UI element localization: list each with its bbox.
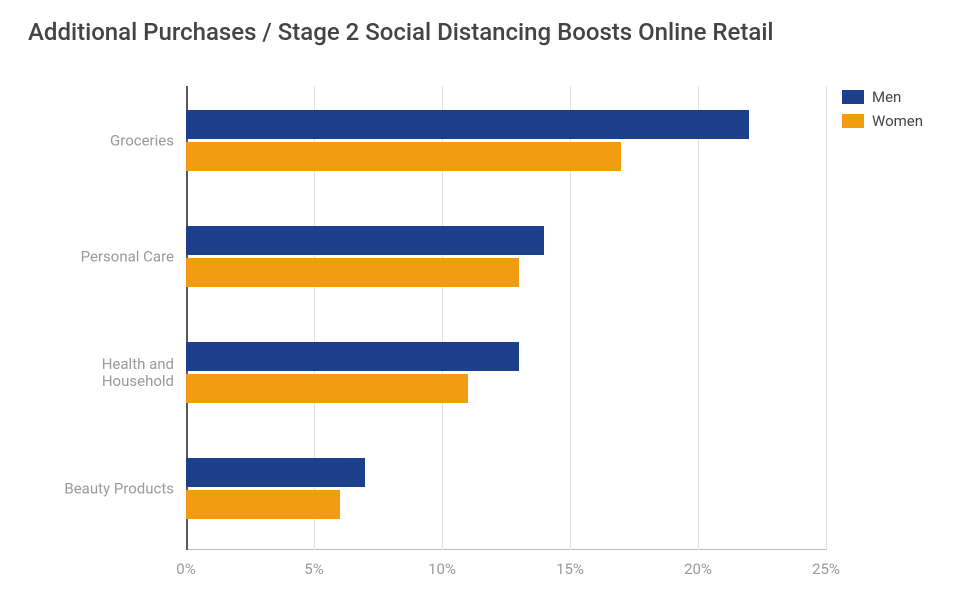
bar-women: [186, 258, 519, 287]
legend-label: Women: [872, 112, 923, 130]
bar-men: [186, 110, 749, 139]
gridline: [698, 86, 699, 550]
category-label: Personal Care: [81, 248, 186, 265]
chart-plot-area: 0%5%10%15%20%25%GroceriesPersonal CareHe…: [186, 86, 826, 550]
bar-women: [186, 142, 621, 171]
legend-item: Women: [842, 112, 923, 130]
bar-men: [186, 226, 544, 255]
legend-swatch: [842, 114, 864, 128]
chart-title: Additional Purchases / Stage 2 Social Di…: [28, 18, 774, 46]
category-label: Groceries: [110, 132, 186, 149]
gridline: [826, 86, 827, 550]
bar-men: [186, 342, 519, 371]
bar-women: [186, 374, 468, 403]
category-label: Health andHousehold: [102, 355, 186, 390]
x-tick-label: 5%: [304, 560, 323, 578]
bar-women: [186, 490, 340, 519]
category-label: Beauty Products: [64, 480, 186, 497]
legend-swatch: [842, 90, 864, 104]
legend-item: Men: [842, 88, 923, 106]
x-tick-label: 20%: [684, 560, 712, 578]
x-tick-label: 15%: [556, 560, 584, 578]
bar-men: [186, 458, 365, 487]
x-tick-label: 10%: [428, 560, 456, 578]
x-tick-label: 0%: [176, 560, 195, 578]
legend-label: Men: [872, 88, 901, 106]
x-tick-label: 25%: [812, 560, 840, 578]
legend: Men Women: [842, 88, 923, 136]
x-axis-line: [186, 549, 826, 550]
